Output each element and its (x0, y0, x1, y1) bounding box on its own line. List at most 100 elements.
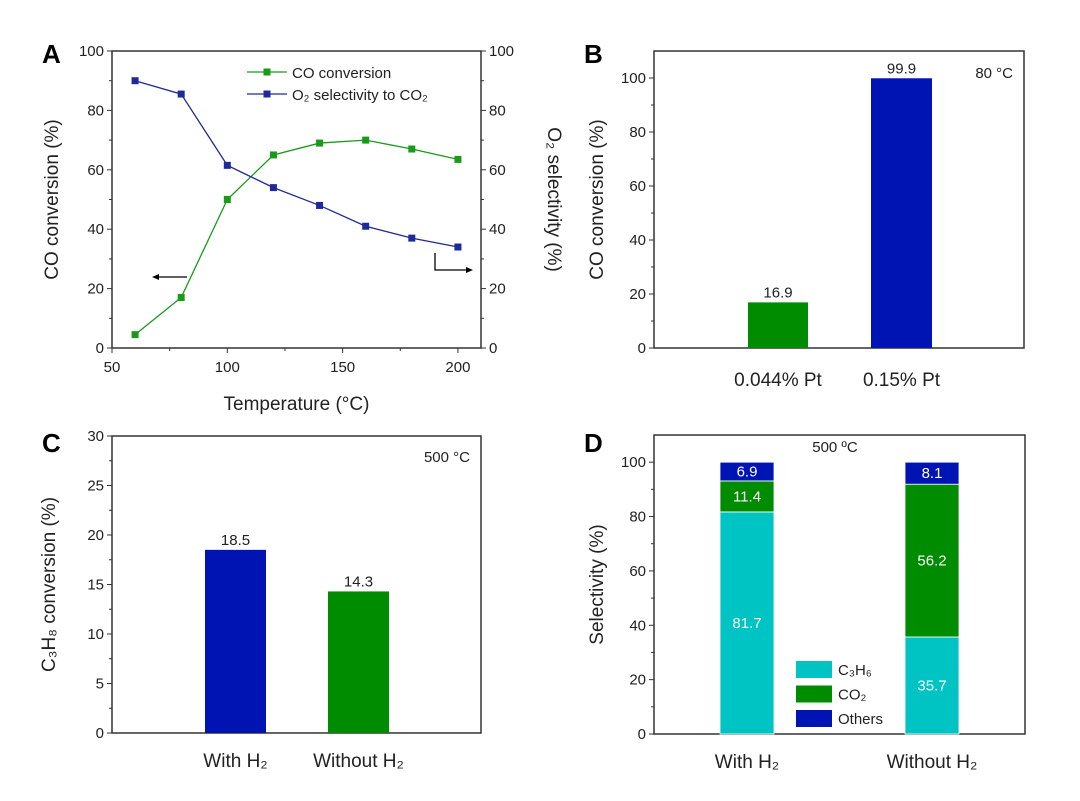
y-tick-label: 0 (96, 725, 104, 742)
panel-letter: D (584, 428, 603, 458)
x-tick-label: 100 (215, 359, 240, 376)
bar-segment (904, 636, 960, 735)
segment-value-label: 11.4 (733, 488, 761, 505)
right-axis-arrow-icon (434, 253, 468, 271)
y-tick-label: 20 (629, 286, 646, 303)
temperature-annotation: 500 ºC (812, 439, 858, 456)
y-tick-label: 20 (629, 672, 646, 689)
y-tick-label: 30 (87, 428, 104, 445)
y-tick-label: 40 (87, 221, 104, 238)
legend-label: Others (838, 711, 883, 728)
bar-segment (719, 480, 775, 513)
bar-value-label: 14.3 (344, 573, 373, 590)
data-point (316, 139, 324, 147)
y-tick-label: 40 (629, 232, 646, 249)
plot-frame (111, 435, 482, 734)
y-tick-label: 10 (87, 626, 104, 643)
x-tick-label: 150 (330, 359, 355, 376)
y-tick-label: 20 (87, 281, 104, 298)
segment-value-label: 81.7 (732, 615, 761, 632)
data-point (177, 90, 185, 98)
legend-label: CO₂ (838, 687, 867, 704)
y2-tick-label: 100 (489, 43, 514, 60)
data-point (408, 234, 416, 242)
category-label: Without H₂ (887, 752, 978, 773)
segment-value-label: 6.9 (737, 464, 758, 481)
y-tick-label: 0 (96, 340, 104, 357)
data-point (131, 331, 139, 339)
x-axis-label: Temperature (°C) (224, 394, 370, 415)
panel-letter: B (584, 39, 603, 69)
segment-value-label: 35.7 (917, 677, 946, 694)
panel-d: D 0 20 40 60 80 100 Selectivity (%) 500 ºC With H… (584, 428, 1026, 773)
data-point (269, 184, 277, 192)
y-tick-label: 40 (629, 617, 646, 634)
y-tick-label: 20 (87, 527, 104, 544)
data-point (362, 136, 370, 144)
y-tick-label: 100 (79, 43, 104, 60)
plot-frame (653, 434, 1026, 735)
panel-letter: C (42, 428, 61, 458)
legend-swatch (796, 685, 832, 703)
y2-tick-label: 20 (489, 281, 506, 298)
segment-value-label: 56.2 (917, 553, 946, 570)
data-point (454, 155, 462, 163)
y2-tick-label: 40 (489, 221, 506, 238)
data-point (223, 196, 231, 203)
y-axis-label: C₃H₈ conversion (%) (39, 497, 60, 672)
data-point (223, 161, 231, 169)
data-point (131, 77, 139, 85)
data-point (269, 151, 277, 159)
y-tick-label: 80 (629, 509, 646, 526)
bar-value-label: 16.9 (763, 284, 792, 301)
data-point (454, 243, 462, 251)
bar-segment (719, 461, 775, 482)
y-tick-label: 80 (629, 124, 646, 141)
legend-label: O₂ selectivity to CO₂ (292, 87, 428, 104)
data-point (408, 145, 416, 153)
panel-c: C 0 5 10 15 20 25 30 C₃H₈ conversion (%) 500 °C Wi… (39, 428, 482, 772)
bar-segment (904, 461, 960, 485)
legend-marker (263, 68, 271, 76)
category-label: With H₂ (715, 752, 779, 773)
data-point (362, 222, 370, 230)
arrowhead-icon (466, 267, 473, 273)
bar (328, 591, 389, 733)
y-tick-label: 0 (638, 726, 646, 743)
temperature-annotation: 80 °C (975, 65, 1013, 82)
bar-segment (904, 483, 960, 638)
y-tick-label: 15 (87, 577, 104, 594)
panel-a: A 0 20 40 60 80 100 CO conversion (%) 50 100 150 20… (42, 39, 564, 415)
y-tick-label: 100 (621, 70, 646, 87)
category-label: With H₂ (203, 751, 267, 772)
category-label: 0.15% Pt (863, 370, 941, 391)
series-line-0 (134, 139, 459, 336)
y2-axis-label: O₂ selectivity (%) (543, 127, 564, 272)
legend-swatch (796, 661, 832, 678)
arrowhead-icon (152, 274, 159, 280)
y-tick-label: 60 (629, 178, 646, 195)
data-point (316, 201, 324, 209)
bar (205, 549, 266, 733)
y-tick-label: 5 (96, 676, 104, 693)
y-tick-label: 60 (629, 563, 646, 580)
panel-letter: A (42, 39, 61, 69)
y2-tick-label: 80 (489, 102, 506, 119)
x-tick-label: 50 (104, 359, 121, 376)
y-axis-label: CO conversion (%) (42, 119, 63, 280)
y-tick-label: 80 (87, 102, 104, 119)
x-tick-label: 200 (445, 359, 470, 376)
panel-b: B 0 20 40 60 80 100 CO conversion (%) 80 °C 0.044… (584, 39, 1025, 391)
plot-frame (653, 50, 1025, 349)
temperature-annotation: 500 °C (424, 449, 470, 466)
legend-label: C₃H₆ (838, 662, 872, 679)
y-tick-label: 100 (621, 454, 646, 471)
y-tick-label: 0 (638, 340, 646, 357)
legend-label: CO conversion (292, 65, 391, 82)
bar (871, 78, 932, 349)
bar (748, 302, 808, 348)
bar-value-label: 99.9 (887, 60, 916, 77)
y2-tick-label: 0 (489, 340, 497, 357)
data-point (177, 294, 185, 302)
